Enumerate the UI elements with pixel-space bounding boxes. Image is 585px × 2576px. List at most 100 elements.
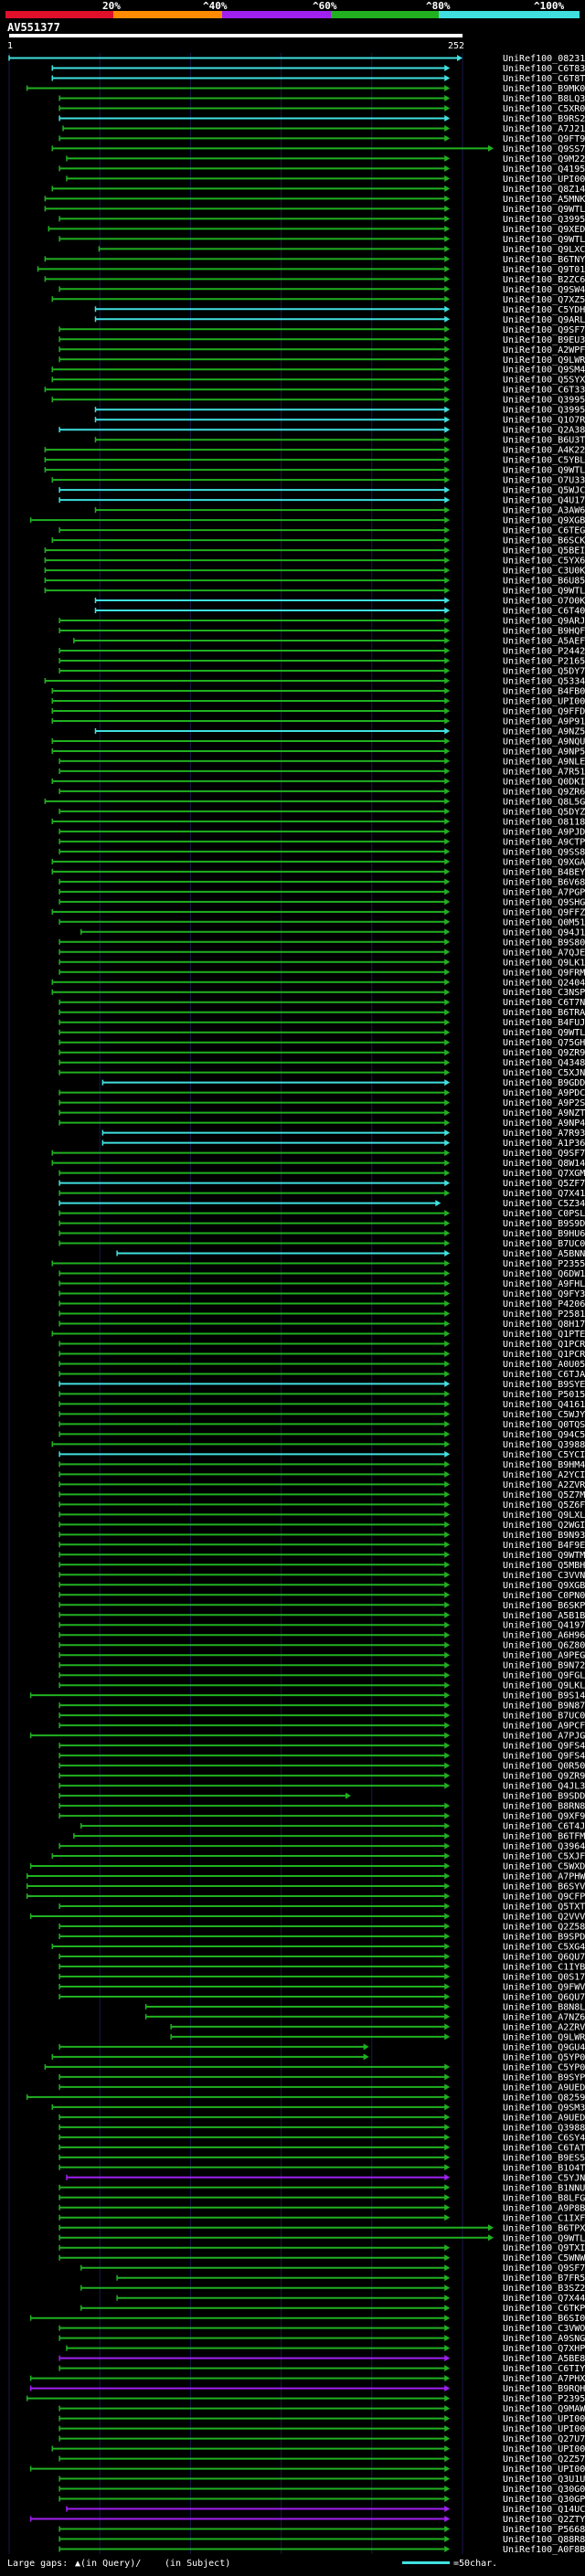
hit-row[interactable]: UniRef100_B7UC04 (58, 1712, 585, 1722)
hit-label[interactable]: UniRef100_C5XJF3 (503, 1852, 585, 1862)
hit-row[interactable]: UniRef100_Q5ZF79 (58, 1179, 585, 1189)
hit-label[interactable]: UniRef100_C5WXD0 (503, 1862, 585, 1872)
hit-row[interactable]: UniRef100_Q0R509 (58, 1762, 585, 1772)
hit-row[interactable]: UniRef100_O7U333 (51, 476, 585, 486)
hit-label[interactable]: UniRef100_Q39646 (503, 1842, 585, 1852)
hit-row[interactable]: UniRef100_Q9ARJ1 (58, 617, 585, 627)
hit-label[interactable]: UniRef100_A9CTP9 (503, 837, 585, 847)
hit-row[interactable]: UniRef100_Q9ZR94 (58, 1772, 585, 1782)
hit-label[interactable]: UniRef100_Q2Z579 (503, 2454, 585, 2465)
hit-label[interactable]: UniRef100_B4FB09 (503, 686, 585, 696)
hit-row[interactable]: UniRef100_Q27U76 (58, 2434, 585, 2444)
hit-row[interactable]: UniRef100_C5XJN1 (58, 1068, 585, 1078)
hit-label[interactable]: UniRef100_C0PSL7 (503, 1209, 585, 1219)
hit-row[interactable]: UniRef100_Q24048 (51, 978, 585, 988)
hit-label[interactable]: UniRef100_Q30G02 (503, 2485, 585, 2495)
hit-label[interactable]: UniRef100_A6H964 (503, 1631, 585, 1641)
hit-row[interactable]: UniRef100_C5YJN4 (66, 2173, 585, 2183)
hit-label[interactable]: UniRef100_B9HU62 (503, 1229, 585, 1239)
hit-label[interactable]: UniRef100_Q9FFD1 (503, 706, 585, 716)
hit-label[interactable]: UniRef100_Q5YP09 (503, 2052, 585, 2062)
hit-label[interactable]: UniRef100_Q9XGB2 (503, 516, 585, 526)
hit-label[interactable]: UniRef100_P23950 (503, 2394, 585, 2404)
hit-row[interactable]: UniRef100_C0PN04 (58, 1591, 585, 1601)
hit-label[interactable]: UniRef100_Q1PCR3 (503, 1350, 585, 1360)
hit-label[interactable]: UniRef100_B9MK02 (503, 84, 585, 94)
hit-row[interactable]: UniRef100_Q39958 (58, 215, 585, 225)
hit-label[interactable]: UniRef100_A9NP49 (503, 1118, 585, 1129)
hit-row[interactable]: UniRef100_Q9M229 (66, 154, 585, 164)
hit-row[interactable]: UniRef100_B6TPX7 (58, 2223, 585, 2233)
hit-label[interactable]: UniRef100_Q9SF75 (503, 2263, 585, 2274)
hit-row[interactable]: UniRef100_Q0DKI6 (51, 777, 585, 787)
hit-label[interactable]: UniRef100_C5XJN1 (503, 1068, 585, 1078)
hit-row[interactable]: UniRef100_Q9XGB2 (29, 516, 585, 526)
hit-row[interactable]: UniRef100_C3U0K8 (44, 567, 585, 577)
hit-label[interactable]: UniRef100_Q9WTL5 (503, 587, 585, 597)
hit-label[interactable]: UniRef100_A2YCI2 (503, 1470, 585, 1480)
hit-row[interactable]: UniRef100_Q9LKL8 (58, 1681, 585, 1691)
hit-label[interactable]: UniRef100_C3VVN6 (503, 1571, 585, 1581)
hit-label[interactable]: UniRef100_B9SPD5 (503, 1932, 585, 1942)
hit-label[interactable]: UniRef100_UPI000... (503, 2414, 585, 2424)
hit-row[interactable]: UniRef100_A5MNK1 (44, 195, 585, 205)
hit-row[interactable]: UniRef100_B8LQ31 (58, 94, 585, 104)
hit-label[interactable]: UniRef100_Q5DYZ2 (503, 807, 585, 817)
hit-row[interactable]: UniRef100_B9N872 (58, 1701, 585, 1712)
hit-row[interactable]: UniRef100_A9NZT5 (58, 1108, 585, 1118)
hit-label[interactable]: UniRef100_P50156 (503, 1390, 585, 1400)
hit-label[interactable]: UniRef100_A7PHX0 (503, 2374, 585, 2384)
hit-row[interactable]: UniRef100_Q5DY74 (58, 667, 585, 677)
hit-row[interactable]: UniRef100_Q6Z809 (58, 1641, 585, 1651)
hit-label[interactable]: UniRef100_Q9XGB7 (503, 1581, 585, 1591)
hit-row[interactable]: UniRef100_C5XJF3 (51, 1852, 585, 1862)
hit-row[interactable]: UniRef100_Q30G02 (58, 2485, 585, 2495)
hit-row[interactable]: UniRef100_Q39882 (51, 1440, 585, 1450)
hit-row[interactable]: UniRef100_B9RS20 (58, 114, 585, 124)
hit-row[interactable]: UniRef100_Q8W145 (51, 1159, 585, 1169)
hit-row[interactable]: UniRef100_C5YP09 (44, 2062, 585, 2072)
hit-label[interactable]: UniRef100_A9PEG0 (503, 1651, 585, 1661)
hit-label[interactable]: UniRef100_Q1O7R6 (503, 416, 585, 426)
hit-label[interactable]: UniRef100_A9P2S4 (503, 1098, 585, 1108)
hit-label[interactable]: UniRef100_B9S9D7 (503, 1219, 585, 1229)
hit-row[interactable]: UniRef100_A7PGP6 (58, 887, 585, 897)
hit-label[interactable]: UniRef100_A5B1B6 (503, 1611, 585, 1621)
hit-label[interactable]: UniRef100_B8LQ31 (503, 94, 585, 104)
hit-row[interactable]: UniRef100_Q41975 (58, 1621, 585, 1631)
hit-row[interactable]: UniRef100_C3VVN6 (58, 1571, 585, 1581)
hit-label[interactable]: UniRef100_C5Z347 (503, 1199, 585, 1209)
hit-label[interactable]: UniRef100_P25818 (503, 1309, 585, 1320)
hit-label[interactable]: UniRef100_Q9FS46 (503, 1752, 585, 1762)
hit-label[interactable]: UniRef100_Q5TXT3 (503, 1903, 585, 1913)
hit-label[interactable]: UniRef100_Q5Z7M9 (503, 1490, 585, 1500)
hit-row[interactable]: UniRef100_Q39883 (58, 2123, 585, 2133)
hit-row[interactable]: UniRef100_Q9WTM0 (58, 1551, 585, 1561)
hit-row[interactable]: UniRef100_A9PJD6 (58, 827, 585, 837)
hit-label[interactable]: UniRef100_Q5ZF79 (503, 1179, 585, 1189)
hit-row[interactable]: UniRef100_Q14UC7 (66, 2505, 585, 2515)
hit-label[interactable]: UniRef100_B6SYV3 (503, 1882, 585, 1892)
hit-label[interactable]: UniRef100_Q6QU79 (503, 1992, 585, 2002)
hit-label[interactable]: UniRef100_UPI000... (503, 2444, 585, 2454)
hit-row[interactable]: UniRef100_Q82598 (26, 2093, 585, 2103)
hit-label[interactable]: UniRef100_B9HQF3 (503, 627, 585, 637)
hit-label[interactable]: UniRef100_Q9ZR94 (503, 1772, 585, 1782)
hit-label[interactable]: UniRef100_A7NZ69 (503, 2012, 585, 2022)
hit-row[interactable]: UniRef100_A9PEG0 (58, 1651, 585, 1661)
hit-label[interactable]: UniRef100_C5WJY9 (503, 1410, 585, 1420)
hit-row[interactable]: UniRef100_B9SPD5 (58, 1932, 585, 1942)
hit-row[interactable]: UniRef100_C1IYB5 (58, 1962, 585, 1972)
hit-row[interactable]: UniRef100_Q43480 (58, 1058, 585, 1068)
hit-row[interactable]: UniRef100_Q9WTL5 (44, 587, 585, 597)
hit-row[interactable]: UniRef100_A1P363 (101, 1139, 585, 1149)
hit-label[interactable]: UniRef100_B9EU36 (503, 335, 585, 345)
hit-label[interactable]: UniRef100_C6T836 (503, 64, 585, 74)
hit-label[interactable]: UniRef100_Q9FFZ9 (503, 907, 585, 917)
hit-label[interactable]: UniRef100_Q9ZR95 (503, 1048, 585, 1058)
hit-label[interactable]: UniRef100_UPI000... (503, 696, 585, 706)
hit-label[interactable]: UniRef100_B9S808 (503, 938, 585, 948)
hit-row[interactable]: UniRef100_P21653 (58, 657, 585, 667)
hit-label[interactable]: UniRef100_Q9FGL2 (503, 1671, 585, 1681)
hit-row[interactable]: UniRef100_B4F9E1 (58, 1541, 585, 1551)
